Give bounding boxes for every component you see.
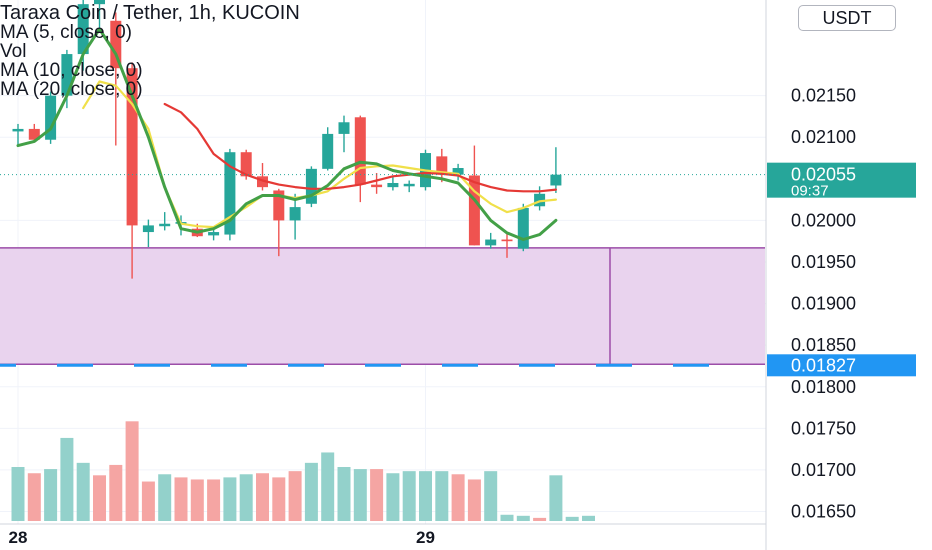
candle-body (354, 117, 366, 185)
volume-bar (582, 515, 595, 521)
y-tick-label: 0.01750 (791, 418, 856, 438)
volume-bar (402, 471, 416, 521)
volume-bar (27, 473, 41, 521)
volume-bar (93, 475, 106, 521)
candle-body (371, 184, 383, 188)
candle-body (61, 54, 73, 96)
candle-body (126, 68, 138, 226)
candle-body (12, 128, 24, 132)
volume-bar (125, 421, 139, 521)
volume-bar (288, 471, 302, 521)
volume-bar (174, 477, 188, 521)
candle-body (452, 168, 464, 175)
ma20-line (16, 27, 558, 241)
volume-bar (76, 462, 90, 521)
candle-body (142, 225, 154, 233)
volume-bar (516, 515, 530, 521)
x-tick-label: 29 (416, 528, 435, 547)
volume-bar (11, 467, 25, 521)
candle-body (517, 207, 529, 249)
y-tick-label: 0.02150 (791, 86, 856, 106)
volume-bar (484, 471, 498, 521)
volume-bar (419, 471, 432, 521)
volume-bar (337, 467, 351, 521)
candle-body (77, 4, 89, 55)
volume-bar (207, 479, 221, 521)
volume-bar (158, 474, 172, 521)
volume-bar (272, 477, 286, 521)
candle-body (224, 152, 236, 235)
candle-body (501, 239, 513, 242)
candle-body (387, 182, 399, 188)
candle-body (110, 20, 122, 69)
volume-bar (190, 479, 204, 521)
candle-body (485, 239, 497, 246)
candle-body (257, 176, 268, 188)
volume-bar (353, 469, 367, 521)
y-tick-label: 0.01650 (791, 502, 856, 522)
currency-button[interactable]: USDT (798, 5, 896, 31)
volume-bar (467, 479, 481, 521)
candle-body (436, 156, 448, 175)
volume-bar (304, 462, 318, 521)
volume-bar (370, 469, 384, 521)
volume-bar (386, 473, 400, 521)
price-tag (767, 162, 916, 198)
candle-body (403, 183, 415, 187)
price-tag-countdown: 09:37 (791, 183, 829, 200)
zone-rect (0, 247, 765, 365)
candle-body (468, 175, 480, 246)
volume-bar (44, 469, 58, 521)
volume-bar (256, 473, 269, 521)
volume-bar (435, 471, 449, 521)
ma10-line (163, 102, 558, 193)
candle-body (338, 122, 350, 134)
y-tick-label: 0.01950 (791, 252, 856, 272)
y-tick-label: 0.01800 (791, 377, 856, 397)
candle-body (94, 0, 105, 5)
volume-bar (239, 474, 253, 521)
volume-bar (533, 517, 547, 521)
candle-body (28, 128, 40, 140)
y-tick-label: 0.02000 (791, 210, 856, 230)
volume-bar (565, 516, 579, 521)
volume-bar (60, 437, 74, 521)
x-tick-label: 28 (9, 528, 28, 547)
candle-body (550, 174, 562, 186)
y-tick-label: 0.01700 (791, 460, 856, 480)
volume-bar (223, 477, 237, 521)
price-tag-value: 0.02055 (791, 165, 856, 185)
volume-bar (321, 452, 335, 521)
volume-bar (549, 475, 563, 521)
candle-body (240, 152, 252, 177)
candle-body (534, 193, 546, 207)
candle-body (208, 232, 220, 236)
candle-body (45, 95, 57, 140)
volume-bar (451, 474, 465, 521)
candle-body (159, 223, 171, 227)
level-tag (767, 354, 916, 377)
candle-body (322, 133, 334, 169)
level-tag-value: 0.01827 (791, 355, 856, 375)
y-tick-label: 0.01850 (791, 335, 856, 355)
candle-body (273, 190, 285, 221)
volume-bar (500, 514, 514, 521)
candle-body (289, 207, 301, 221)
volume-bar (141, 481, 155, 521)
candle-body (305, 168, 317, 204)
volume-bar (109, 464, 123, 521)
y-tick-label: 0.02100 (791, 127, 856, 147)
y-tick-label: 0.01900 (791, 294, 856, 314)
